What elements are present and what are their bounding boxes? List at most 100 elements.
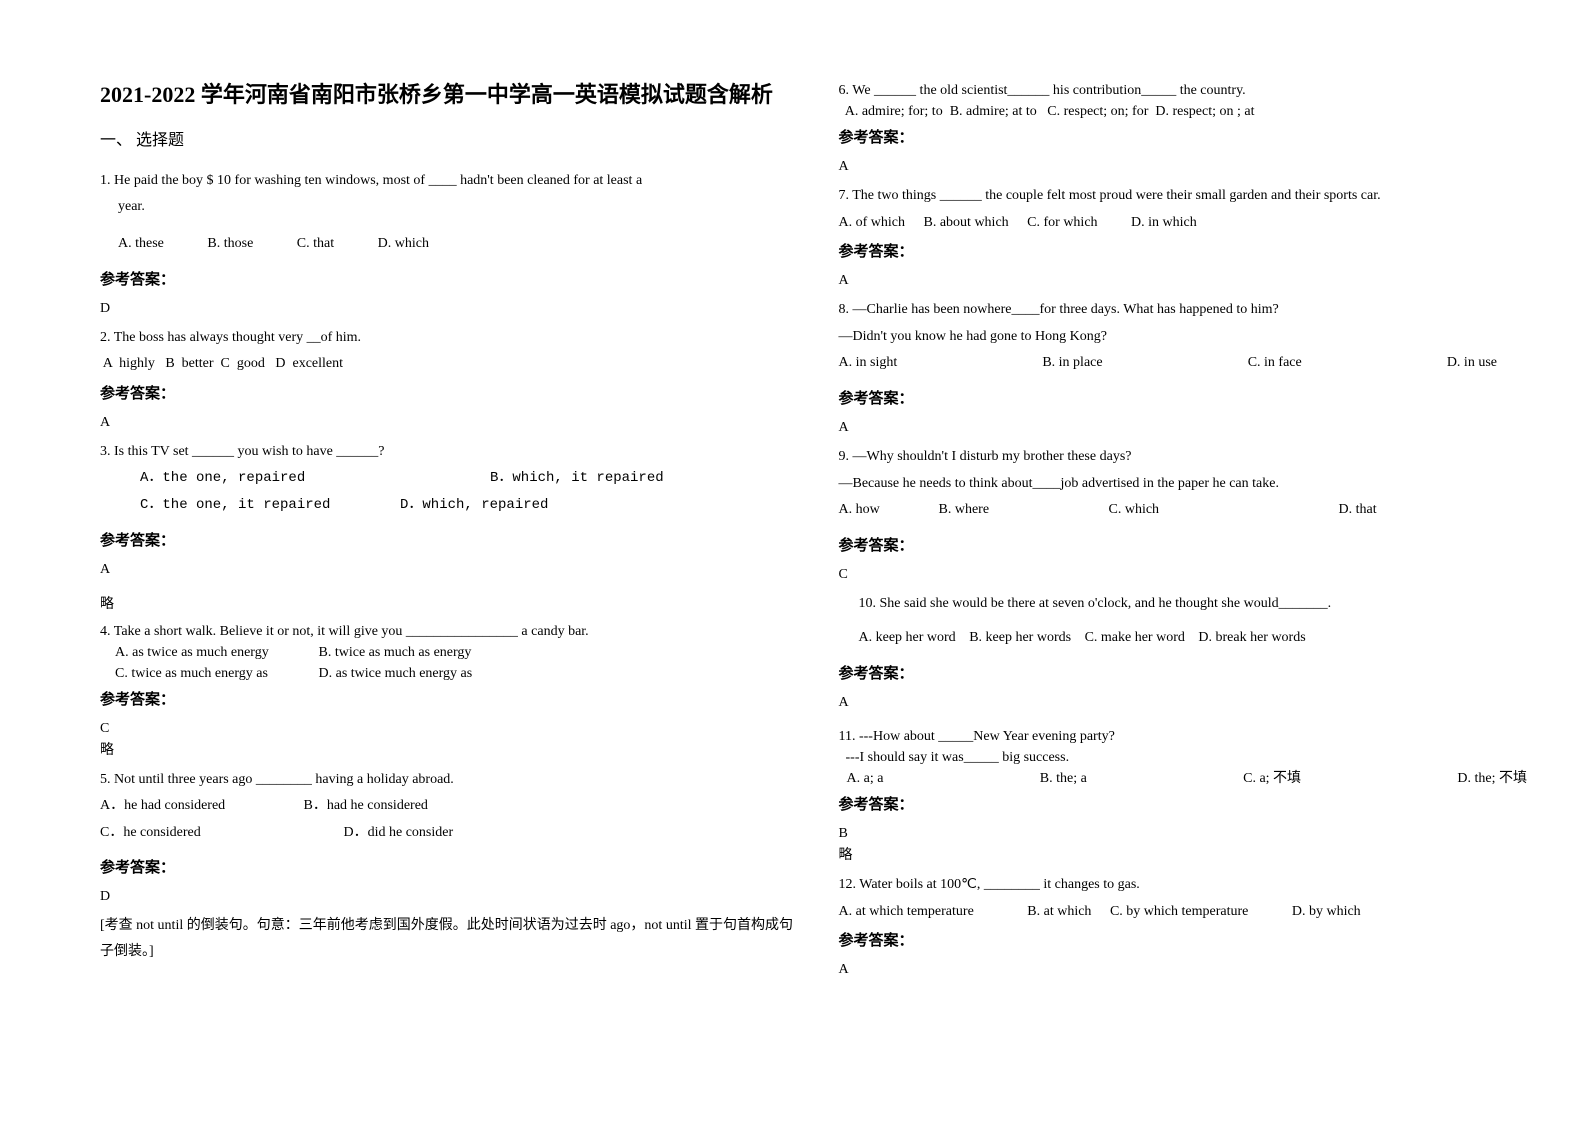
question-text: 5. Not until three years ago ________ ha… xyxy=(100,767,799,794)
question-9: 9. —Why shouldn't I disturb my brother t… xyxy=(839,444,1538,524)
options-row: A. in sight B. in place C. in face D. in… xyxy=(839,350,1538,377)
options-row: A highly B better C good D excellent xyxy=(100,351,799,378)
question-text: 10. She said she would be there at seven… xyxy=(859,591,1538,618)
question-text-1: 8. —Charlie has been nowhere____for thre… xyxy=(839,297,1538,324)
answer-value: A xyxy=(839,420,1538,436)
answer-value: A xyxy=(839,962,1538,978)
answer-label: 参考答案： xyxy=(839,793,1538,814)
option-d: D. break her words xyxy=(1198,630,1305,645)
option-b: B. those xyxy=(207,236,253,251)
option-b: B．which, it repaired xyxy=(490,465,664,492)
option-a: A．the one, repaired xyxy=(140,465,490,492)
left-column: 2021-2022 学年河南省南阳市张桥乡第一中学高一英语模拟试题含解析 一、 … xyxy=(100,80,799,1092)
option-c: C. in face xyxy=(1248,350,1302,377)
option-c: C. by which temperature xyxy=(1110,904,1248,919)
question-text-2: —Didn't you know he had gone to Hong Kon… xyxy=(839,324,1538,351)
explanation: [考查 not until 的倒装句。句意：三年前他考虑到国外度假。此处时间状语… xyxy=(100,913,799,963)
question-text-2: —Because he needs to think about____job … xyxy=(839,471,1538,498)
option-d: D．which, repaired xyxy=(400,492,548,519)
option-c: C．he considered xyxy=(100,820,340,847)
answer-label: 参考答案： xyxy=(100,856,799,877)
answer-value: A xyxy=(839,273,1538,289)
option-d: D．did he consider xyxy=(344,825,454,840)
question-4: 4. Take a short walk. Believe it or not,… xyxy=(100,621,799,684)
options-row: A. at which temperature B. at which C. b… xyxy=(839,899,1538,926)
page-container: 2021-2022 学年河南省南阳市张桥乡第一中学高一英语模拟试题含解析 一、 … xyxy=(100,80,1537,1092)
question-text: 6. We ______ the old scientist______ his… xyxy=(839,80,1538,101)
question-text-1: 11. ---How about _____New Year evening p… xyxy=(839,726,1538,747)
option-b: B. twice as much as energy xyxy=(319,645,472,660)
answer-value: A xyxy=(100,562,799,578)
option-a: A. keep her word xyxy=(859,630,956,645)
option-b: B. in place xyxy=(1042,350,1102,377)
option-c: C. make her word xyxy=(1085,630,1185,645)
options-row-1: A．he had considered B．had he considered xyxy=(100,793,799,820)
question-text: 2. The boss has always thought very __of… xyxy=(100,325,799,352)
question-6: 6. We ______ the old scientist______ his… xyxy=(839,80,1538,122)
option-b: B. at which xyxy=(1027,904,1091,919)
option-c: C. which xyxy=(1109,497,1339,524)
options-row-1: A．the one, repaired B．which, it repaired xyxy=(100,465,799,492)
question-text: 3. Is this TV set ______ you wish to hav… xyxy=(100,439,799,466)
option-b: B. where xyxy=(939,497,1109,524)
question-text: 12. Water boils at 100℃, ________ it cha… xyxy=(839,872,1538,899)
answer-value: D xyxy=(100,889,799,905)
options-row: A. a; a B. the; a C. a; 不填 D. the; 不填 xyxy=(839,768,1538,789)
answer-label: 参考答案： xyxy=(100,529,799,550)
option-d: D. that xyxy=(1339,497,1377,524)
option-d: D. as twice much energy as xyxy=(319,666,473,681)
answer-label: 参考答案： xyxy=(100,688,799,709)
options-row-2: C. twice as much energy as D. as twice m… xyxy=(100,663,799,684)
answer-label: 参考答案： xyxy=(839,240,1538,261)
options-row: A. keep her word B. keep her words C. ma… xyxy=(859,625,1538,652)
option-a: A. a; a xyxy=(847,768,884,789)
answer-value: C xyxy=(100,721,799,737)
answer-label: 参考答案： xyxy=(839,534,1538,555)
option-b: B．had he considered xyxy=(304,798,428,813)
option-c: C. for which xyxy=(1027,215,1097,230)
question-2: 2. The boss has always thought very __of… xyxy=(100,325,799,378)
option-c: C. twice as much energy as xyxy=(115,663,315,684)
option-d: D. in which xyxy=(1131,215,1197,230)
option-c: C. a; 不填 xyxy=(1243,768,1301,789)
options-row: A. these B. those C. that D. which xyxy=(100,231,799,258)
question-text-1: 9. —Why shouldn't I disturb my brother t… xyxy=(839,444,1538,471)
question-3: 3. Is this TV set ______ you wish to hav… xyxy=(100,439,799,519)
answer-label: 参考答案： xyxy=(100,382,799,403)
question-5: 5. Not until three years ago ________ ha… xyxy=(100,767,799,847)
answer-label: 参考答案： xyxy=(100,268,799,289)
answer-label: 参考答案： xyxy=(839,126,1538,147)
section-header: 一、 选择题 xyxy=(100,126,799,150)
question-text: 7. The two things ______ the couple felt… xyxy=(839,183,1538,210)
answer-extra: 略 xyxy=(100,593,799,613)
option-d: D. in use xyxy=(1447,350,1497,377)
question-1: 1. He paid the boy $ 10 for washing ten … xyxy=(100,168,799,258)
question-7: 7. The two things ______ the couple felt… xyxy=(839,183,1538,236)
options-row: A. admire; for; to B. admire; at to C. r… xyxy=(839,101,1538,122)
question-12: 12. Water boils at 100℃, ________ it cha… xyxy=(839,872,1538,925)
option-a: A. in sight xyxy=(839,350,898,377)
question-text-2: ---I should say it was_____ big success. xyxy=(839,747,1538,768)
question-text: 4. Take a short walk. Believe it or not,… xyxy=(100,621,799,642)
question-text: 1. He paid the boy $ 10 for washing ten … xyxy=(100,168,799,195)
question-8: 8. —Charlie has been nowhere____for thre… xyxy=(839,297,1538,377)
options-row: A. how B. where C. which D. that xyxy=(839,497,1538,524)
answer-extra: 略 xyxy=(839,844,1538,864)
option-a: A. how xyxy=(839,497,939,524)
right-column: 6. We ______ the old scientist______ his… xyxy=(839,80,1538,1092)
option-b: B. the; a xyxy=(1040,768,1087,789)
option-b: B. about which xyxy=(924,215,1009,230)
option-a: A. as twice as much energy xyxy=(115,642,315,663)
option-d: D. which xyxy=(378,236,429,251)
answer-value: C xyxy=(839,567,1538,583)
answer-value: B xyxy=(839,826,1538,842)
options-row: A. of which B. about which C. for which … xyxy=(839,210,1538,237)
question-text-cont: year. xyxy=(100,194,799,221)
option-d: D. the; 不填 xyxy=(1457,768,1527,789)
option-c: C. that xyxy=(297,236,334,251)
document-title: 2021-2022 学年河南省南阳市张桥乡第一中学高一英语模拟试题含解析 xyxy=(100,80,799,111)
option-d: D. by which xyxy=(1292,904,1361,919)
answer-value: D xyxy=(100,301,799,317)
option-a: A．he had considered xyxy=(100,793,300,820)
options-row-2: C．he considered D．did he consider xyxy=(100,820,799,847)
